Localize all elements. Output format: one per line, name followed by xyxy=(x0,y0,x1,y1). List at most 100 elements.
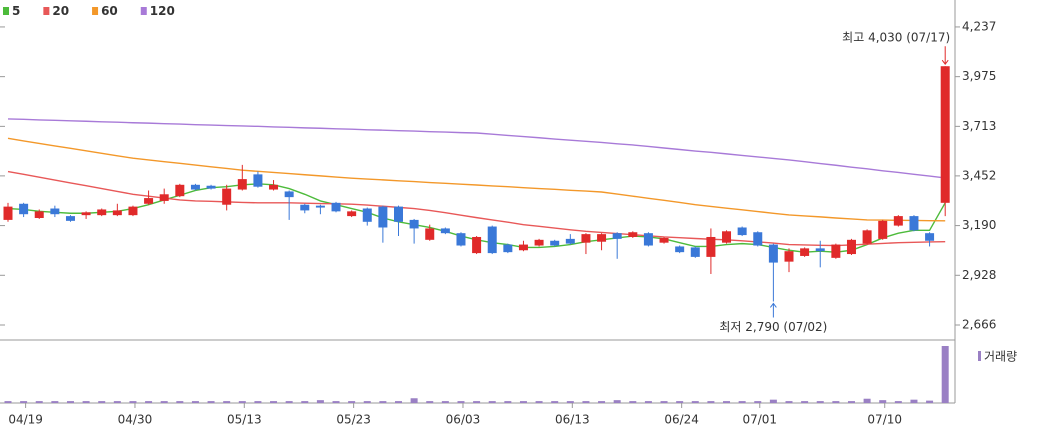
volume-bar xyxy=(629,401,637,403)
volume-bar xyxy=(785,401,793,403)
volume-legend-label: 거래량 xyxy=(984,350,1017,364)
candle-body xyxy=(159,194,169,201)
volume-bar xyxy=(82,401,90,403)
volume-bar xyxy=(738,401,746,403)
candle-body xyxy=(800,248,810,256)
candle-body xyxy=(706,236,716,257)
volume-bar xyxy=(769,399,777,403)
candle-body xyxy=(768,244,778,263)
volume-bar xyxy=(676,401,684,403)
y-tick-label: 3,452 xyxy=(962,168,996,182)
moving-average-line xyxy=(7,137,946,222)
candle-body xyxy=(815,248,825,252)
candle-body xyxy=(659,237,669,243)
candle-body xyxy=(112,210,122,216)
candle-body xyxy=(362,208,372,222)
candle-body xyxy=(737,227,747,236)
candle-body xyxy=(862,230,872,244)
volume-bar xyxy=(847,401,855,403)
y-tick-label: 2,928 xyxy=(962,268,996,282)
candle-body xyxy=(331,202,341,212)
volume-bar xyxy=(98,401,106,403)
volume-bar xyxy=(816,401,824,403)
volume-bar xyxy=(316,400,324,403)
volume-bar xyxy=(660,401,668,403)
legend-swatch xyxy=(43,7,50,15)
y-tick-label: 3,975 xyxy=(962,69,996,83)
moving-average-line xyxy=(7,118,946,179)
low-arrow xyxy=(769,302,777,318)
volume-bar xyxy=(332,401,340,403)
legend-label: 120 xyxy=(150,4,175,18)
x-tick-label: 04/30 xyxy=(118,413,153,427)
volume-bar xyxy=(426,401,434,403)
volume-bar xyxy=(457,401,465,403)
candle-body xyxy=(675,246,685,253)
y-tick-label: 3,190 xyxy=(962,218,996,232)
legend-swatch xyxy=(3,7,9,15)
volume-bar xyxy=(51,401,59,403)
candle-body xyxy=(284,191,294,198)
x-tick-label: 05/23 xyxy=(336,413,371,427)
moving-average-line xyxy=(7,170,946,247)
volume-bar xyxy=(488,401,496,403)
volume-bar xyxy=(160,401,168,403)
candle-body xyxy=(315,205,325,208)
candle-body xyxy=(784,251,794,262)
candle-body xyxy=(347,211,357,217)
candle-body xyxy=(425,228,435,240)
volume-bar xyxy=(270,401,278,403)
volume-bar xyxy=(566,401,574,403)
volume-bar xyxy=(191,401,199,403)
volume-bar xyxy=(238,401,246,403)
y-tick-label: 4,237 xyxy=(962,19,996,33)
volume-bar xyxy=(598,401,606,403)
volume-bar xyxy=(223,401,231,403)
candle-body xyxy=(128,206,138,216)
volume-bar xyxy=(254,401,262,403)
candle-body xyxy=(472,236,482,254)
volume-bar xyxy=(863,398,871,403)
candle-body xyxy=(597,234,607,242)
legend-swatch xyxy=(92,7,99,15)
volume-bar xyxy=(473,401,481,403)
candle-body xyxy=(581,234,591,243)
candle-body xyxy=(50,208,60,215)
candle-body xyxy=(440,228,450,234)
volume-bar xyxy=(504,401,512,403)
volume-bar xyxy=(348,401,356,403)
candle-body xyxy=(550,240,560,246)
candle-body xyxy=(503,244,513,253)
candle-body xyxy=(565,238,575,244)
x-tick-label: 04/19 xyxy=(8,413,43,427)
candle-body xyxy=(925,233,935,241)
volume-bar xyxy=(644,401,652,403)
candle-body xyxy=(144,198,154,204)
volume-bar xyxy=(285,401,293,403)
legend-label: 20 xyxy=(52,4,69,18)
candle-body xyxy=(97,209,107,216)
volume-bar xyxy=(613,400,621,403)
candle-body xyxy=(878,220,888,239)
candle-body xyxy=(628,232,638,237)
candle-body xyxy=(81,212,91,216)
candle-body xyxy=(222,188,232,205)
legend-label: 5 xyxy=(12,4,20,18)
candle-body xyxy=(19,203,29,215)
volume-bar xyxy=(707,401,715,403)
x-tick-label: 06/13 xyxy=(555,413,590,427)
y-tick-label: 3,713 xyxy=(962,119,996,133)
volume-bar xyxy=(113,401,121,403)
candle-body xyxy=(722,231,732,243)
volume-bar xyxy=(582,401,590,403)
candle-body xyxy=(65,216,75,221)
candle-body xyxy=(487,226,497,254)
candle-body xyxy=(253,174,263,187)
x-tick-label: 07/01 xyxy=(742,413,777,427)
high-arrow xyxy=(941,46,949,66)
volume-bar xyxy=(894,401,902,403)
legend-swatch xyxy=(140,7,147,15)
candle-body xyxy=(534,239,544,246)
candle-body xyxy=(518,244,528,251)
x-tick-label: 06/24 xyxy=(664,413,699,427)
